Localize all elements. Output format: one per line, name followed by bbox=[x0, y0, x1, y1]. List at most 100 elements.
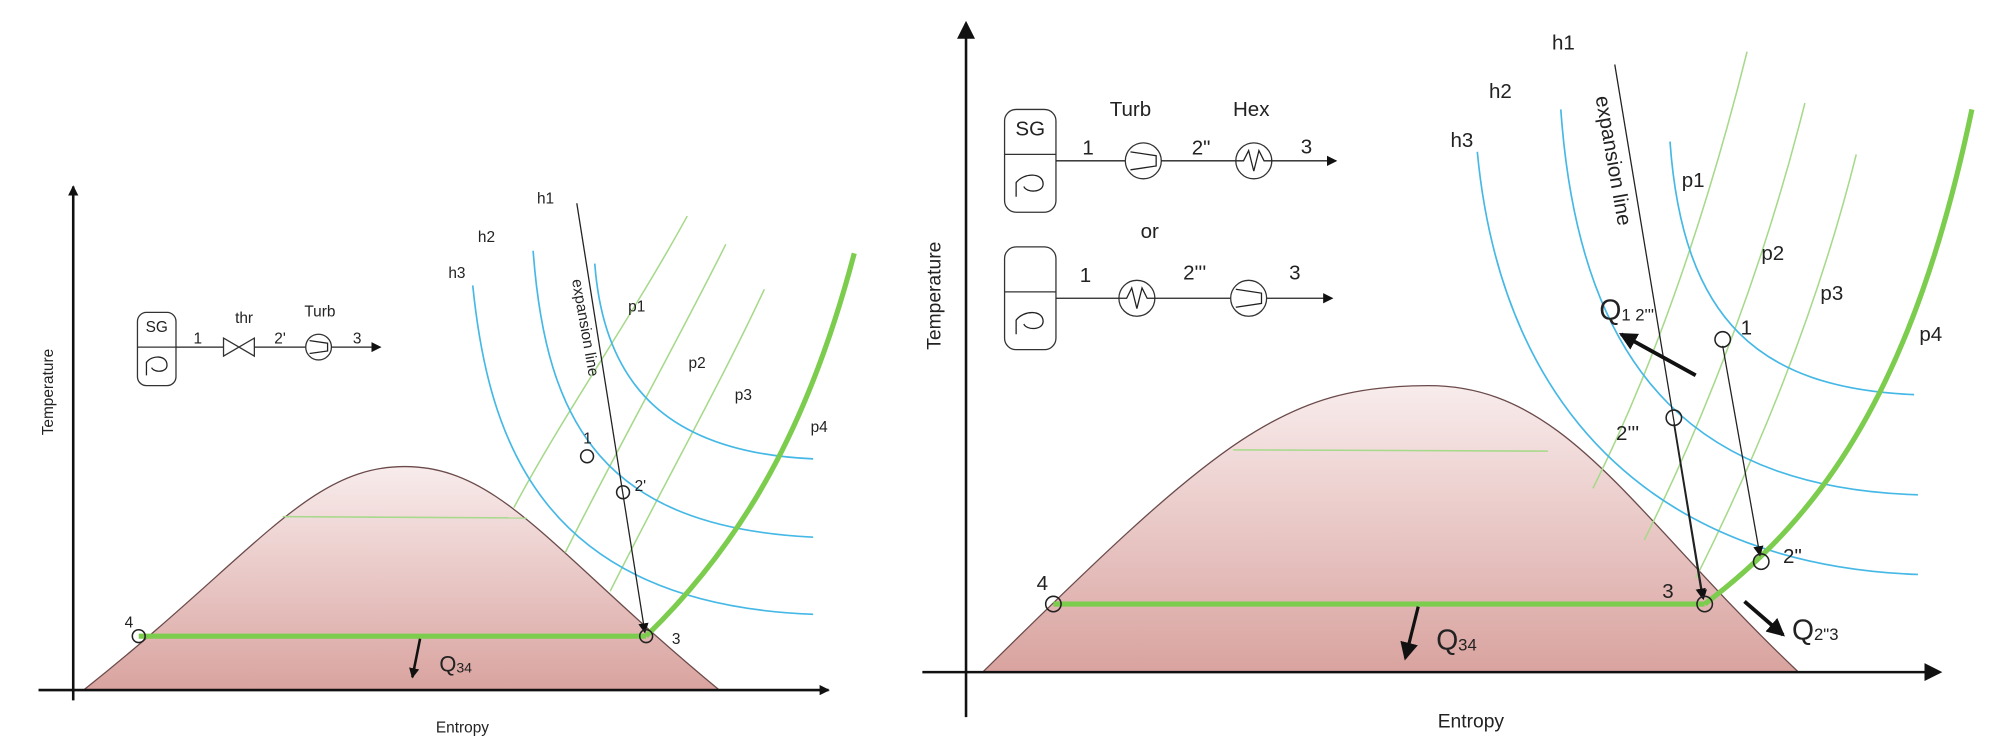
state-point bbox=[638, 628, 654, 644]
curve-label: p3 bbox=[735, 387, 752, 404]
isobar bbox=[609, 288, 766, 592]
state-point bbox=[579, 449, 595, 464]
isobar bbox=[1592, 51, 1748, 489]
heat-arrow bbox=[409, 638, 422, 679]
component-label: SG bbox=[146, 319, 168, 336]
x-axis-label: Entropy bbox=[1438, 711, 1505, 732]
throttle-valve bbox=[222, 336, 255, 358]
saturation-dome bbox=[981, 384, 1801, 673]
expansion-label: expansion line bbox=[1591, 94, 1636, 227]
y-axis-label: Temperature bbox=[40, 349, 57, 435]
curve-label: p2 bbox=[1761, 242, 1784, 265]
curve-label: h2 bbox=[1489, 80, 1512, 103]
curve-label: p4 bbox=[811, 419, 829, 436]
state-label: 1 bbox=[1741, 317, 1752, 340]
heat-symbol: Q bbox=[1792, 614, 1814, 646]
stream-label: 1 bbox=[1082, 137, 1093, 160]
state-point bbox=[615, 485, 631, 500]
curve-label: h3 bbox=[1450, 129, 1473, 152]
boiler-coil bbox=[1015, 174, 1044, 197]
stream-label: 1 bbox=[1080, 264, 1091, 287]
heat-label: Q34 bbox=[1436, 624, 1477, 656]
exchanger-symbol bbox=[1118, 286, 1155, 309]
turbine-symbol bbox=[1235, 288, 1263, 308]
heat-arrow bbox=[1743, 599, 1785, 637]
stream-label: 3 bbox=[1301, 135, 1312, 158]
heat-arrow bbox=[1618, 332, 1697, 378]
isenthalp bbox=[471, 285, 814, 616]
component-label: Turb bbox=[304, 303, 335, 320]
heat-label: Q2"3 bbox=[1792, 614, 1838, 646]
turbine-symbol bbox=[1130, 151, 1157, 171]
curve-label: h1 bbox=[1552, 31, 1575, 54]
isobar bbox=[564, 243, 727, 553]
stream-label: 2''' bbox=[1183, 261, 1206, 284]
curve-label: p3 bbox=[1820, 282, 1843, 305]
curve-label: p1 bbox=[1682, 169, 1705, 192]
isobar-inside-dome bbox=[282, 515, 527, 519]
isenthalp bbox=[1476, 151, 1918, 576]
heat-label: Q1 2''' bbox=[1599, 294, 1654, 326]
isobar bbox=[513, 215, 688, 509]
state-label: 2''' bbox=[1616, 422, 1639, 445]
curve-label: p2 bbox=[689, 355, 706, 372]
x-axis-label: Entropy bbox=[436, 720, 489, 737]
heat-subscript: 2"3 bbox=[1814, 626, 1839, 645]
state-point bbox=[1665, 409, 1683, 427]
isenthalp bbox=[1559, 109, 1918, 496]
state-label: 2' bbox=[635, 478, 647, 495]
curve-label: p1 bbox=[628, 298, 645, 315]
component-label: thr bbox=[235, 310, 253, 327]
process-line bbox=[1673, 424, 1706, 599]
curve-label: h3 bbox=[448, 265, 465, 282]
heat-symbol: Q bbox=[1599, 294, 1621, 326]
boiler-coil bbox=[1015, 311, 1044, 335]
curve-label: h1 bbox=[537, 190, 554, 207]
boiler bbox=[1003, 246, 1057, 351]
process-line bbox=[1722, 345, 1764, 557]
stream-label: 2' bbox=[274, 330, 286, 347]
curve-label: p4 bbox=[1919, 323, 1942, 346]
isenthalp bbox=[1669, 141, 1915, 396]
state-point bbox=[1752, 553, 1770, 571]
component-label: Hex bbox=[1233, 98, 1270, 121]
isobar bbox=[1643, 102, 1806, 541]
component-label: SG bbox=[1015, 117, 1045, 140]
boiler-coil bbox=[145, 356, 168, 376]
state-point bbox=[131, 628, 146, 644]
state-point bbox=[1696, 595, 1714, 613]
state-label: 1 bbox=[583, 431, 592, 448]
state-label: 3 bbox=[1662, 580, 1673, 603]
heat-subscript: 34 bbox=[1458, 636, 1477, 655]
isobar-inside-dome bbox=[1233, 449, 1548, 452]
heat-symbol: Q bbox=[439, 651, 456, 676]
curve-label: h2 bbox=[478, 229, 495, 246]
state-label: 3 bbox=[672, 631, 681, 648]
left-diagram: Temperature Entropy h1 h2 h3 p1 p2 p3 p4… bbox=[38, 185, 857, 737]
expansion-line bbox=[1614, 64, 1707, 601]
heat-symbol: Q bbox=[1436, 624, 1458, 656]
turbine-symbol bbox=[309, 340, 329, 355]
heat-arrow bbox=[1400, 606, 1420, 661]
stream-label: 3 bbox=[1289, 261, 1300, 284]
stream-label: 3 bbox=[353, 330, 362, 347]
isobar-p4 bbox=[644, 252, 857, 638]
isobar bbox=[1695, 154, 1858, 579]
state-label: 4 bbox=[1037, 572, 1048, 595]
heat-subscript: 1 2''' bbox=[1621, 306, 1654, 325]
heat-subscript: 34 bbox=[456, 659, 472, 675]
right-diagram: Temperature Entropy h1 h2 h3 p1 p2 p3 p4… bbox=[922, 20, 1975, 732]
expansion-line bbox=[576, 203, 649, 634]
state-point bbox=[1044, 595, 1062, 613]
component-label: Turb bbox=[1110, 98, 1152, 121]
isobar-p4 bbox=[1703, 108, 1975, 607]
y-axis-label: Temperature bbox=[924, 242, 945, 350]
stream-label: 2" bbox=[1192, 137, 1211, 160]
separator-label: or bbox=[1141, 220, 1159, 243]
state-label: 4 bbox=[125, 614, 134, 631]
isenthalp bbox=[593, 263, 814, 460]
state-label: 2" bbox=[1783, 545, 1802, 568]
heat-label: Q34 bbox=[439, 651, 472, 676]
